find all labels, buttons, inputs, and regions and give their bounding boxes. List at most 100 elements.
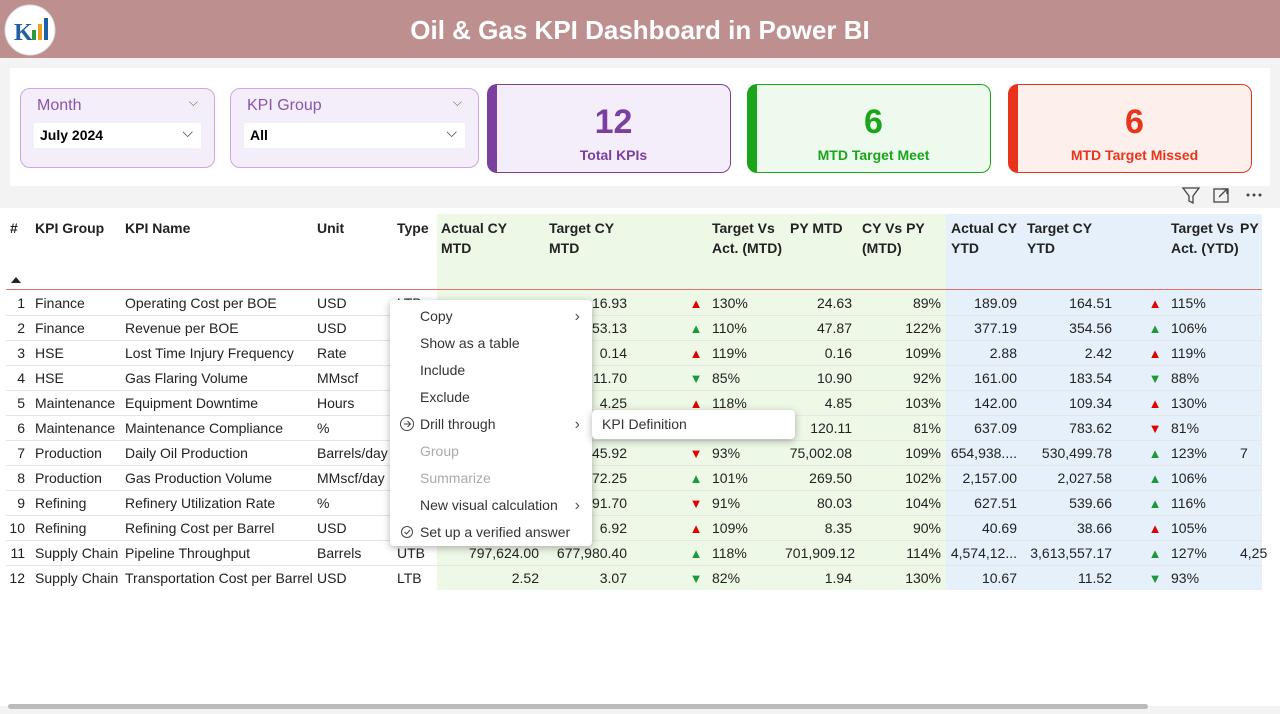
slicer-dropdown[interactable]: July 2024 ⌵: [34, 123, 201, 148]
column-header[interactable]: Target Vs Act. (MTD): [712, 220, 782, 256]
column-header[interactable]: CY Vs PY (MTD): [862, 220, 925, 256]
column-header[interactable]: Target CY YTD: [1027, 220, 1092, 256]
submenu-chevron: ›: [574, 497, 580, 514]
sort-icon[interactable]: [10, 276, 22, 284]
table-cell: 1.94: [824, 570, 852, 586]
table-cell: 45.92: [591, 445, 627, 461]
table-cell: 47.87: [816, 320, 852, 336]
table-cell: MMscf/day: [317, 470, 385, 486]
table-cell: 4: [17, 370, 25, 386]
trend-arrow: ▲: [689, 296, 703, 311]
column-header[interactable]: Target CY MTD: [549, 220, 614, 256]
table-cell: 161.00: [974, 370, 1017, 386]
trend-arrow: ▲: [1148, 296, 1162, 311]
table-cell: 91.70: [591, 495, 627, 511]
table-cell: 109%: [712, 520, 748, 536]
menu-item[interactable]: Set up a verified answer: [390, 519, 592, 546]
trend-arrow: ▼: [1148, 371, 1162, 386]
table-cell: Refining Cost per Barrel: [125, 520, 275, 536]
column-header[interactable]: Type: [397, 220, 429, 236]
table-cell: 82%: [712, 570, 741, 586]
table-cell: 130%: [905, 570, 941, 586]
trend-arrow: ▼: [1148, 421, 1162, 436]
menu-item[interactable]: Include: [390, 357, 592, 384]
filter-icon[interactable]: [1181, 187, 1201, 205]
table-cell: 90%: [912, 520, 941, 536]
focus-icon[interactable]: [1213, 188, 1229, 203]
table-cell: 81%: [1171, 420, 1200, 436]
table-visual: # KPI Group KPI Name Unit Type Actual CY MTD T…: [0, 208, 1280, 709]
trend-arrow: ▲: [1148, 521, 1162, 536]
column-header[interactable]: #: [10, 220, 18, 236]
table-cell: Refinery Utilization Rate: [125, 495, 276, 511]
menu-item[interactable]: Copy ›: [390, 303, 592, 330]
table-cell: Maintenance: [35, 420, 116, 436]
slicer-dropdown[interactable]: All ⌵: [244, 123, 465, 148]
submenu-item[interactable]: KPI Definition: [602, 416, 687, 432]
slicer-label: KPI Group: [247, 97, 322, 114]
trend-arrow: ▲: [1148, 446, 1162, 461]
table-cell: 0.14: [599, 345, 627, 361]
table-cell: 91%: [712, 495, 741, 511]
table-cell: Pipeline Throughput: [125, 545, 251, 561]
table-cell: 40.69: [981, 520, 1017, 536]
table-cell: USD: [317, 570, 347, 586]
chevron[interactable]: ⌵: [452, 95, 462, 109]
table-cell: %: [317, 495, 330, 511]
table-cell: 2,157.00: [962, 470, 1018, 486]
slicer-label: Month: [37, 97, 82, 114]
menu-item[interactable]: Show as a table: [390, 330, 592, 357]
column-header[interactable]: Target Vs Act. (YTD): [1171, 220, 1239, 256]
column-header[interactable]: PY MTD: [790, 220, 843, 236]
trend-arrow: ▲: [689, 521, 703, 536]
table-cell: 7: [17, 445, 25, 461]
menu-item[interactable]: New visual calculation ›: [390, 492, 592, 519]
header-bar: [0, 0, 1280, 58]
table-cell: 3: [17, 345, 25, 361]
column-header[interactable]: Unit: [317, 220, 345, 236]
table-cell: 2.52: [511, 570, 539, 586]
column-header[interactable]: PY: [1240, 220, 1259, 236]
menu-item[interactable]: Drill through ›: [390, 411, 592, 438]
chevron: ⌵: [446, 124, 457, 140]
table-cell: Production: [35, 445, 102, 461]
table-cell: 104%: [905, 495, 941, 511]
table-cell: 106%: [1171, 470, 1207, 486]
menu-item: Summarize: [390, 465, 592, 492]
table-cell: 114%: [906, 545, 941, 561]
kpi-card: 6 MTD Target Meet: [747, 84, 991, 173]
table-cell: 6: [17, 420, 25, 436]
trend-arrow: ▲: [1148, 396, 1162, 411]
table-cell: 130%: [1171, 395, 1207, 411]
more-options[interactable]: [1246, 193, 1262, 197]
column-header[interactable]: KPI Name: [125, 220, 191, 236]
table-cell: 11: [10, 545, 25, 561]
table-cell: Supply Chain: [35, 570, 119, 586]
slicer-value: July 2024: [40, 127, 104, 143]
table-cell: 4,25: [1240, 545, 1268, 561]
table-cell: Maintenance Compliance: [125, 420, 283, 436]
table-cell: 354.56: [1069, 320, 1112, 336]
table-cell: Supply Chain: [35, 545, 119, 561]
table-cell: 10.90: [816, 370, 852, 386]
menu-item[interactable]: Exclude: [390, 384, 592, 411]
table-cell: Revenue per BOE: [125, 320, 239, 336]
trend-arrow: ▲: [689, 321, 703, 336]
table-cell: Refining: [35, 495, 87, 511]
table-cell: 120.11: [810, 420, 852, 436]
table-cell: 654,938....: [950, 445, 1017, 461]
card-value: 12: [594, 103, 633, 141]
chevron[interactable]: ⌵: [188, 95, 198, 109]
table-cell: UTB: [397, 545, 425, 561]
menu-item-label: Summarize: [420, 470, 491, 486]
row-divider: [6, 565, 1262, 566]
column-header[interactable]: Actual CY YTD: [951, 220, 1017, 256]
table-cell: 5: [17, 395, 25, 411]
column-header[interactable]: KPI Group: [35, 220, 105, 236]
header-divider: [6, 289, 1262, 290]
table-cell: 93%: [712, 445, 741, 461]
column-header[interactable]: Actual CY MTD: [441, 220, 507, 256]
menu-item: Group: [390, 438, 592, 465]
table-cell: 797,624.00: [468, 545, 539, 561]
scrollbar[interactable]: [8, 704, 1148, 709]
